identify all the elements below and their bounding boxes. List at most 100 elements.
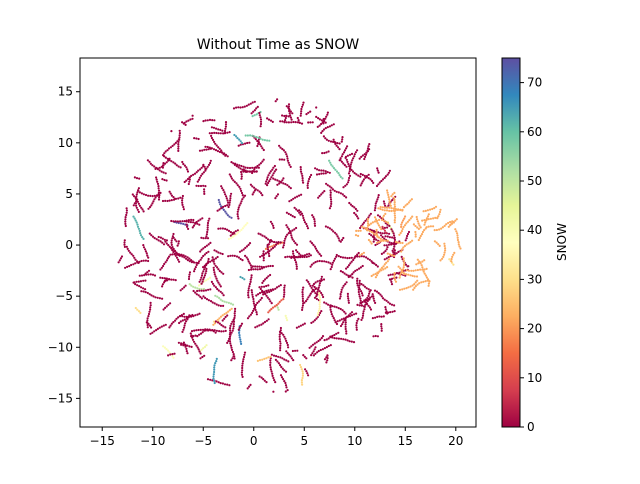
scatter-point (136, 284, 139, 287)
scatter-point (386, 266, 389, 269)
scatter-point (219, 304, 222, 307)
scatter-point (339, 255, 342, 259)
scatter-point (186, 318, 189, 321)
scatter-point (157, 235, 160, 239)
scatter-point (260, 192, 263, 195)
scatter-point (326, 226, 329, 229)
scatter-point (181, 330, 184, 333)
scatter-point (146, 323, 149, 327)
scatter-point (236, 210, 239, 213)
scatter-point (224, 121, 228, 124)
scatter-point (353, 257, 356, 260)
scatter-point (403, 217, 406, 220)
scatter-point (358, 157, 361, 160)
scatter-point (144, 250, 147, 253)
scatter-point (266, 296, 269, 299)
scatter-point (406, 234, 409, 238)
scatter-point (238, 164, 241, 167)
scatter-point (269, 264, 272, 268)
scatter-point (393, 207, 397, 210)
scatter-point (341, 177, 344, 180)
scatter-point (321, 191, 324, 194)
scatter-point (217, 281, 220, 284)
scatter-point (269, 119, 273, 122)
scatter-point (193, 270, 196, 273)
scatter-point (167, 303, 170, 306)
scatter-point (390, 280, 393, 283)
scatter-point (235, 165, 238, 168)
scatter-point (126, 247, 129, 250)
scatter-point (153, 237, 156, 240)
scatter-point (359, 266, 362, 269)
scatter-point (134, 219, 137, 222)
scatter-point (203, 276, 206, 279)
scatter-point (310, 354, 313, 357)
scatter-point (356, 149, 359, 152)
scatter-point (149, 301, 152, 304)
scatter-point (342, 321, 345, 324)
scatter-point (229, 342, 232, 345)
scatter-point (271, 168, 274, 171)
scatter-point (346, 154, 349, 157)
scatter-point (416, 283, 419, 286)
scatter-point (374, 272, 377, 275)
scatter-point (284, 237, 287, 240)
scatter-point (147, 259, 150, 263)
scatter-point (401, 221, 404, 224)
scatter-point (288, 185, 291, 188)
scatter-point (393, 201, 396, 204)
scatter-point (353, 153, 356, 156)
scatter-point (213, 302, 216, 305)
scatter-point (138, 260, 141, 263)
scatter-point (149, 332, 152, 335)
scatter-point (170, 241, 173, 244)
scatter-point (401, 209, 404, 212)
scatter-point (249, 134, 252, 137)
scatter-point (162, 164, 165, 167)
scatter-point (184, 322, 187, 325)
scatter-point (341, 323, 344, 326)
scatter-point (239, 187, 242, 190)
scatter-point (426, 209, 429, 212)
scatter-point (347, 264, 351, 267)
scatter-point (301, 255, 304, 259)
scatter-point (213, 140, 216, 143)
scatter-point (325, 346, 328, 349)
scatter-point (201, 149, 204, 152)
scatter-point (253, 135, 256, 138)
scatter-point (292, 256, 295, 259)
scatter-point (347, 179, 350, 182)
scatter-point (225, 212, 228, 215)
scatter-point (165, 279, 169, 282)
scatter-point (286, 389, 289, 392)
scatter-point (245, 104, 248, 107)
scatter-point (228, 337, 231, 340)
scatter-point (301, 103, 304, 106)
scatter-point (211, 329, 214, 332)
scatter-point (365, 151, 368, 154)
scatter-point (212, 323, 215, 326)
scatter-point (175, 256, 179, 259)
scatter-point (346, 315, 349, 318)
scatter-point (183, 326, 186, 329)
scatter-point (232, 327, 235, 330)
scatter-point (443, 244, 446, 248)
scatter-point (221, 382, 224, 385)
scatter-point (328, 185, 331, 188)
scatter-point (331, 165, 334, 168)
scatter-point (353, 206, 356, 209)
scatter-point (262, 256, 265, 260)
scatter-point (232, 318, 235, 322)
scatter-point (284, 370, 288, 373)
scatter-point (271, 374, 274, 377)
scatter-point (248, 285, 251, 288)
x-tick-label: 10 (347, 434, 362, 448)
scatter-point (381, 235, 384, 239)
scatter-point (172, 356, 175, 359)
scatter-point (215, 127, 218, 130)
scatter-point (218, 269, 221, 273)
scatter-point (444, 247, 447, 250)
scatter-point (274, 358, 277, 361)
scatter-point (210, 259, 214, 262)
scatter-point (241, 276, 244, 280)
